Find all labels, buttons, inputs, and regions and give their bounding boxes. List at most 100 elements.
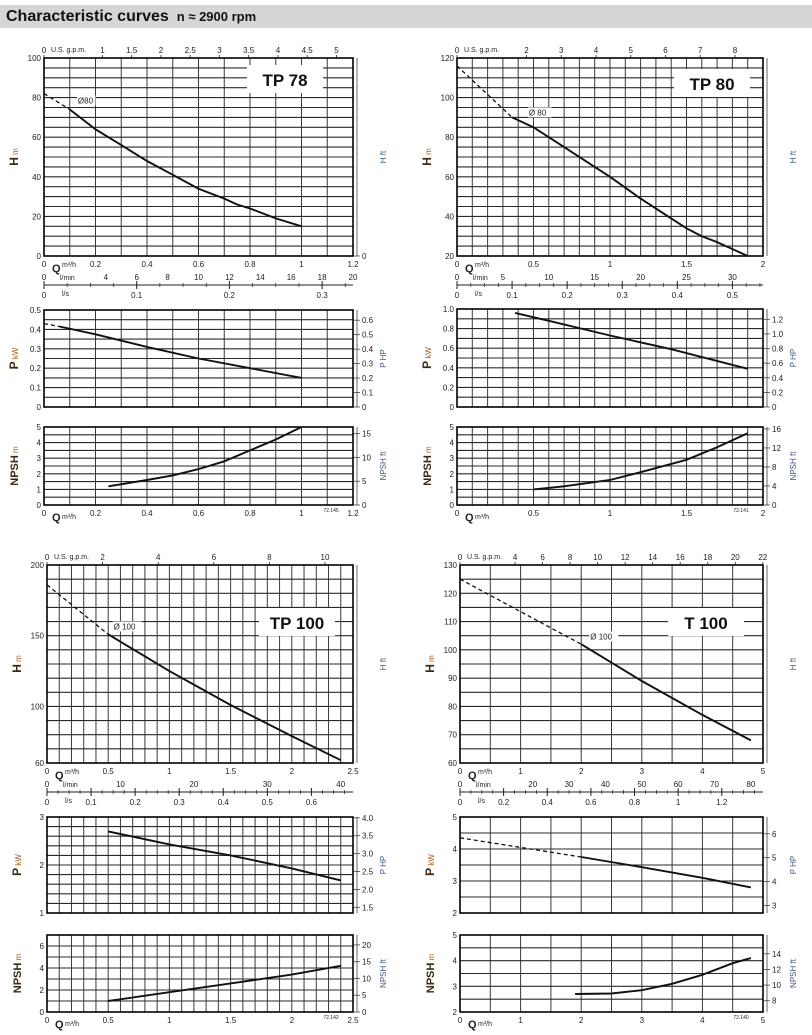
power-plot-border: [43, 309, 354, 408]
npsh-q-tick-label: 0.5: [528, 509, 540, 518]
npsh-plot-border: [46, 934, 354, 1013]
gpm-tick-label: 8: [733, 46, 738, 55]
gpm-tick-label: 4: [156, 553, 161, 562]
npsh-y-tick-label: 3: [453, 982, 458, 991]
lps-tick-label: 0.5: [262, 798, 274, 807]
npsh-right-tick-label: 20: [362, 941, 371, 950]
power-y-tick-label: 0.3: [30, 345, 42, 354]
head-y-tick-label: 130: [444, 561, 458, 570]
lpm-axis-label: l/min: [476, 782, 491, 789]
power-right-tick-label: 4: [772, 878, 777, 887]
q-tick-label: 5: [761, 767, 766, 776]
lps-axis-label: l/s: [62, 291, 70, 298]
lpm-axis-label: l/min: [63, 782, 78, 789]
head-y-tick-label: 40: [445, 212, 454, 221]
q-tick-label: 2.5: [347, 767, 359, 776]
power-curve-dashed: [43, 322, 60, 328]
npsh-y-tick-label: 0: [40, 1008, 45, 1017]
gpm-tick-label: 2: [159, 46, 164, 55]
head-curve-dashed: [459, 578, 582, 645]
gpm-axis-label: U.S. g.p.m.: [467, 554, 502, 561]
q-tick-label: 0.5: [528, 260, 540, 269]
impeller-diameter-label: Ø 80: [529, 108, 547, 117]
head-plot-border: [456, 57, 764, 257]
q-axis-label: Q: [465, 263, 474, 275]
lps-tick-label: 0.8: [629, 798, 641, 807]
power-right-axis-label: P HP: [379, 349, 388, 368]
npsh-right-axis-label: NPSH ft: [379, 958, 388, 988]
curve-label-bg: [76, 95, 96, 106]
power-right-tick-label: 2.0: [362, 885, 374, 894]
lps-axis-label: l/s: [475, 291, 483, 298]
power-y-tick-label: 1: [40, 909, 45, 918]
gpm-tick-label: 0: [45, 553, 50, 562]
drawing-code: 72.141: [733, 508, 749, 514]
model-title-box: [259, 608, 335, 636]
lpm-tick-label: 60: [674, 780, 683, 789]
npsh-q-tick-label: 0.4: [141, 509, 153, 518]
gpm-tick-label: 7: [698, 46, 703, 55]
power-curve: [108, 830, 342, 882]
lpm-axis-label: l/min: [60, 275, 75, 282]
head-curve: [107, 633, 342, 762]
title-bar: Characteristic curves n ≈ 2900 rpm: [0, 5, 812, 28]
power-right-tick-label: 2.5: [362, 868, 374, 877]
power-y-tick-label: 0.4: [30, 325, 42, 334]
lps-tick-label: 0.6: [306, 798, 318, 807]
lpm-tick-label: 70: [710, 780, 719, 789]
npsh-right-tick-label: 12: [772, 444, 781, 453]
power-right-tick-label: 0.4: [772, 374, 784, 383]
gpm-tick-label: 6: [540, 553, 545, 562]
q-tick-label: 1: [608, 260, 613, 269]
q-tick-label: 0: [458, 767, 463, 776]
lps-tick-label: 0.2: [130, 798, 142, 807]
npsh-right-tick-label: 5: [362, 991, 367, 1000]
npsh-q-tick-label: 1: [608, 509, 613, 518]
npsh-right-tick-label: 0: [772, 501, 777, 510]
power-y-tick-label: 0.1: [30, 384, 42, 393]
npsh-right-tick-label: 10: [362, 974, 371, 983]
lps-tick-label: 0.4: [218, 798, 230, 807]
npsh-q-tick-label: 2: [290, 1016, 295, 1025]
q-tick-label: 1: [518, 767, 523, 776]
npsh-y-tick-label: 4: [37, 439, 42, 448]
npsh-y-tick-label: 5: [453, 931, 458, 940]
head-y-tick-label: 90: [448, 674, 457, 683]
head-right-axis-label: H ft: [789, 150, 798, 163]
power-right-tick-label: 4.0: [362, 814, 374, 823]
head-plot-border: [46, 564, 354, 764]
q-unit-label: m³/h: [475, 262, 489, 269]
lps-tick-label: 1.2: [716, 798, 728, 807]
npsh-plot-border: [459, 934, 764, 1013]
power-right-tick-label: 3.0: [362, 850, 374, 859]
gpm-tick-label: 14: [648, 553, 657, 562]
lps-tick-label: 0.2: [224, 291, 236, 300]
lpm-tick-label: 14: [256, 273, 265, 282]
lpm-tick-label: 0: [458, 780, 463, 789]
q-tick-label: 0.6: [193, 260, 205, 269]
power-y-tick-label: 0.6: [443, 344, 455, 353]
npsh-right-tick-label: 4: [772, 482, 777, 491]
lps-tick-label: 0.3: [617, 291, 629, 300]
npsh-y-tick-label: 4: [450, 439, 455, 448]
npsh-q-tick-label: 1: [167, 1016, 172, 1025]
lpm-tick-label: 6: [134, 273, 139, 282]
impeller-diameter-label: Ø 100: [114, 622, 136, 631]
lps-tick-label: 0.4: [672, 291, 684, 300]
power-y-tick-label: 3: [40, 813, 45, 822]
power-curve: [581, 856, 752, 889]
lpm-tick-label: 40: [336, 780, 345, 789]
gpm-tick-label: 20: [731, 553, 740, 562]
npsh-left-axis-label: NPSH m: [425, 953, 437, 993]
q-tick-label: 0: [45, 767, 50, 776]
drawing-code: 72.140: [733, 1015, 749, 1021]
head-y-tick-label: 60: [445, 173, 454, 182]
npsh-q-tick-label: 1: [299, 509, 304, 518]
head-y-tick-label: 100: [441, 94, 455, 103]
gpm-tick-label: 12: [621, 553, 630, 562]
q-unit-label: m³/h: [65, 769, 79, 776]
power-left-axis-label: P kW: [7, 347, 21, 369]
lpm-axis-label: l/min: [473, 275, 488, 282]
gpm-axis-label: U.S. g.p.m.: [54, 554, 89, 561]
power-y-tick-label: 0.5: [30, 306, 42, 315]
